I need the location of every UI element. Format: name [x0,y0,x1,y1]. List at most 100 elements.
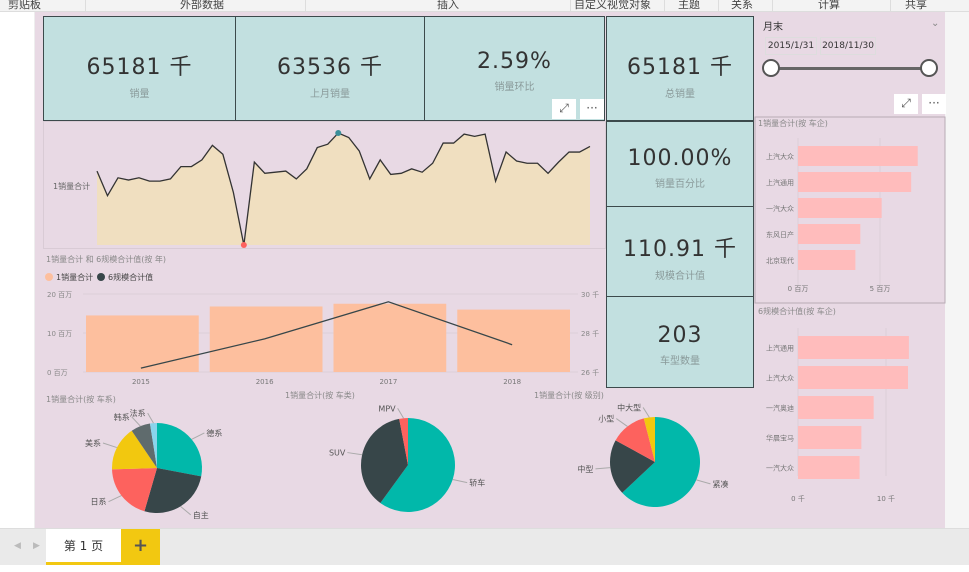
combo-chart[interactable]: 1销量合计 6规模合计值 20 百万 30 千 10 百万 28 千 0 百万 26 千 2… [43,266,606,390]
leader-line [180,505,192,516]
bar-2018 [457,309,570,372]
more-options-icon: ··· [928,96,940,110]
slicer-end-handle[interactable] [920,59,938,77]
line-scale-series [140,301,513,369]
leader-line [147,412,154,424]
y-tick-left: 10 百万 [47,330,72,338]
ribbon-group-share[interactable]: 共享 [905,0,927,11]
y-tick-left: 0 百万 [47,369,68,377]
leader-line [347,452,363,456]
pie-label: 中型 [577,464,593,474]
bar-上汽大众 [798,366,908,389]
bar-2017 [333,303,447,372]
legend-label-sales: 1销量合计 [56,272,93,282]
leader-line [131,416,141,427]
leader-line [696,479,711,485]
slicer-start-handle[interactable] [762,59,780,77]
scroll-left-icon[interactable]: ◀ [14,541,21,551]
kpi-value: 100.00% [627,146,733,171]
ribbon-group-clipboard[interactable]: 剪贴板 [8,0,41,11]
kpi-card-model-count[interactable]: 203 车型数量 [606,296,754,388]
bar-2016 [209,306,323,372]
kpi-value: 63536 千 [277,55,383,80]
slicer-end-date[interactable]: 2018/11/30 [820,37,876,55]
bar-北京现代 [798,250,856,270]
more-options-button[interactable]: ··· [580,99,604,119]
pie-title-category: 1销量合计(按 车类) [285,391,355,400]
pie-label: 中大型 [617,402,641,412]
kpi-card-sales-mom[interactable]: 2.59% 销量环比 [424,16,605,121]
bar-一汽奥迪 [798,396,874,419]
page-tab-1[interactable]: 第 1 页 [46,529,121,565]
ribbon-group-insert[interactable]: 插入 [437,0,459,11]
legend-marker-scale [97,273,105,281]
kpi-value: 203 [657,323,703,348]
ribbon-group-theme[interactable]: 主题 [678,0,700,11]
area-fill [97,133,590,245]
bar-上汽通用 [798,172,912,192]
pie-label: 轿车 [469,478,485,488]
y-tick: 上汽大众 [766,152,794,161]
scroll-right-icon[interactable]: ▶ [33,541,40,551]
x-tick: 10 千 [877,494,895,503]
x-tick: 5 百万 [870,285,891,293]
add-page-button[interactable]: + [121,529,160,565]
ribbon-group-calculations[interactable]: 计算 [818,0,840,11]
pie-slice-日系 [112,468,157,512]
kpi-label: 销量 [129,89,150,100]
pie-slice-MPV [399,418,408,465]
leader-line [616,418,628,427]
ribbon-group-relationships[interactable]: 关系 [731,0,753,11]
selection-border [754,116,946,304]
x-tick: 2015 [132,378,150,386]
chevron-down-icon[interactable]: ⌄ [931,18,940,29]
kpi-card-scale-total[interactable]: 110.91 千 规模合计值 [606,206,754,297]
ribbon: 剪贴板 外部数据 插入 自定义视觉对象 主题 关系 计算 共享 [0,0,969,12]
kpi-value: 65181 千 [627,55,733,80]
more-options-button[interactable]: ··· [922,94,946,114]
bar-华晨宝马 [798,426,862,449]
ribbon-group-external-data[interactable]: 外部数据 [180,0,224,11]
y-tick: 北京现代 [766,256,794,265]
focus-mode-button[interactable]: ⤢ [894,94,918,114]
status-bar [0,565,969,572]
kpi-card-total-sales[interactable]: 65181 千 总销量 [606,16,754,121]
vertical-scrollbar[interactable] [945,12,969,528]
kpi-card-sales-percent[interactable]: 100.00% 销量百分比 [606,121,754,207]
x-tick: 0 百万 [788,285,809,293]
leader-line [452,479,468,484]
pie-slice-美系 [112,430,157,470]
combo-chart-title: 1销量合计 和 6规模合计值(按 年) [46,255,167,264]
more-options-icon: ··· [586,101,598,115]
ribbon-group-custom-visuals[interactable]: 自定义视觉对象 [574,0,651,11]
canvas-margin [0,12,35,528]
pie-slice-中大型 [643,417,655,462]
y-tick-right: 30 千 [581,290,599,299]
legend-label-scale: 6规模合计值 [108,272,153,282]
pie-title-level: 1销量合计(按 级别) [534,391,604,400]
y-tick-left: 20 百万 [47,291,72,299]
date-slicer[interactable]: 月末 ⌄ 2015/1/31 2018/11/30 [755,16,945,112]
focus-mode-button[interactable]: ⤢ [552,99,576,119]
y-tick: 上汽通用 [766,178,794,187]
bar-一汽大众 [798,198,882,218]
y-tick: 华晨宝马 [766,434,794,443]
slicer-start-date[interactable]: 2015/1/31 [765,37,817,55]
kpi-label: 总销量 [665,89,695,100]
kpi-value: 2.59% [477,49,552,74]
bar-2015 [86,315,199,372]
kpi-label: 上月销量 [310,89,350,100]
focus-mode-icon: ⤢ [901,96,911,110]
kpi-label: 销量环比 [494,82,535,93]
kpi-card-sales[interactable]: 65181 千 销量 [43,16,236,121]
sales-area-chart[interactable]: 1销量合计 [43,121,606,250]
y-axis-label: 1销量合计 [53,181,90,191]
kpi-label: 销量百分比 [655,179,705,190]
leader-line [191,432,205,440]
hbar-title: 1销量合计(按 车企) [758,118,828,128]
kpi-card-last-month-sales[interactable]: 63536 千 上月销量 [235,16,425,121]
leader-line [397,407,405,419]
